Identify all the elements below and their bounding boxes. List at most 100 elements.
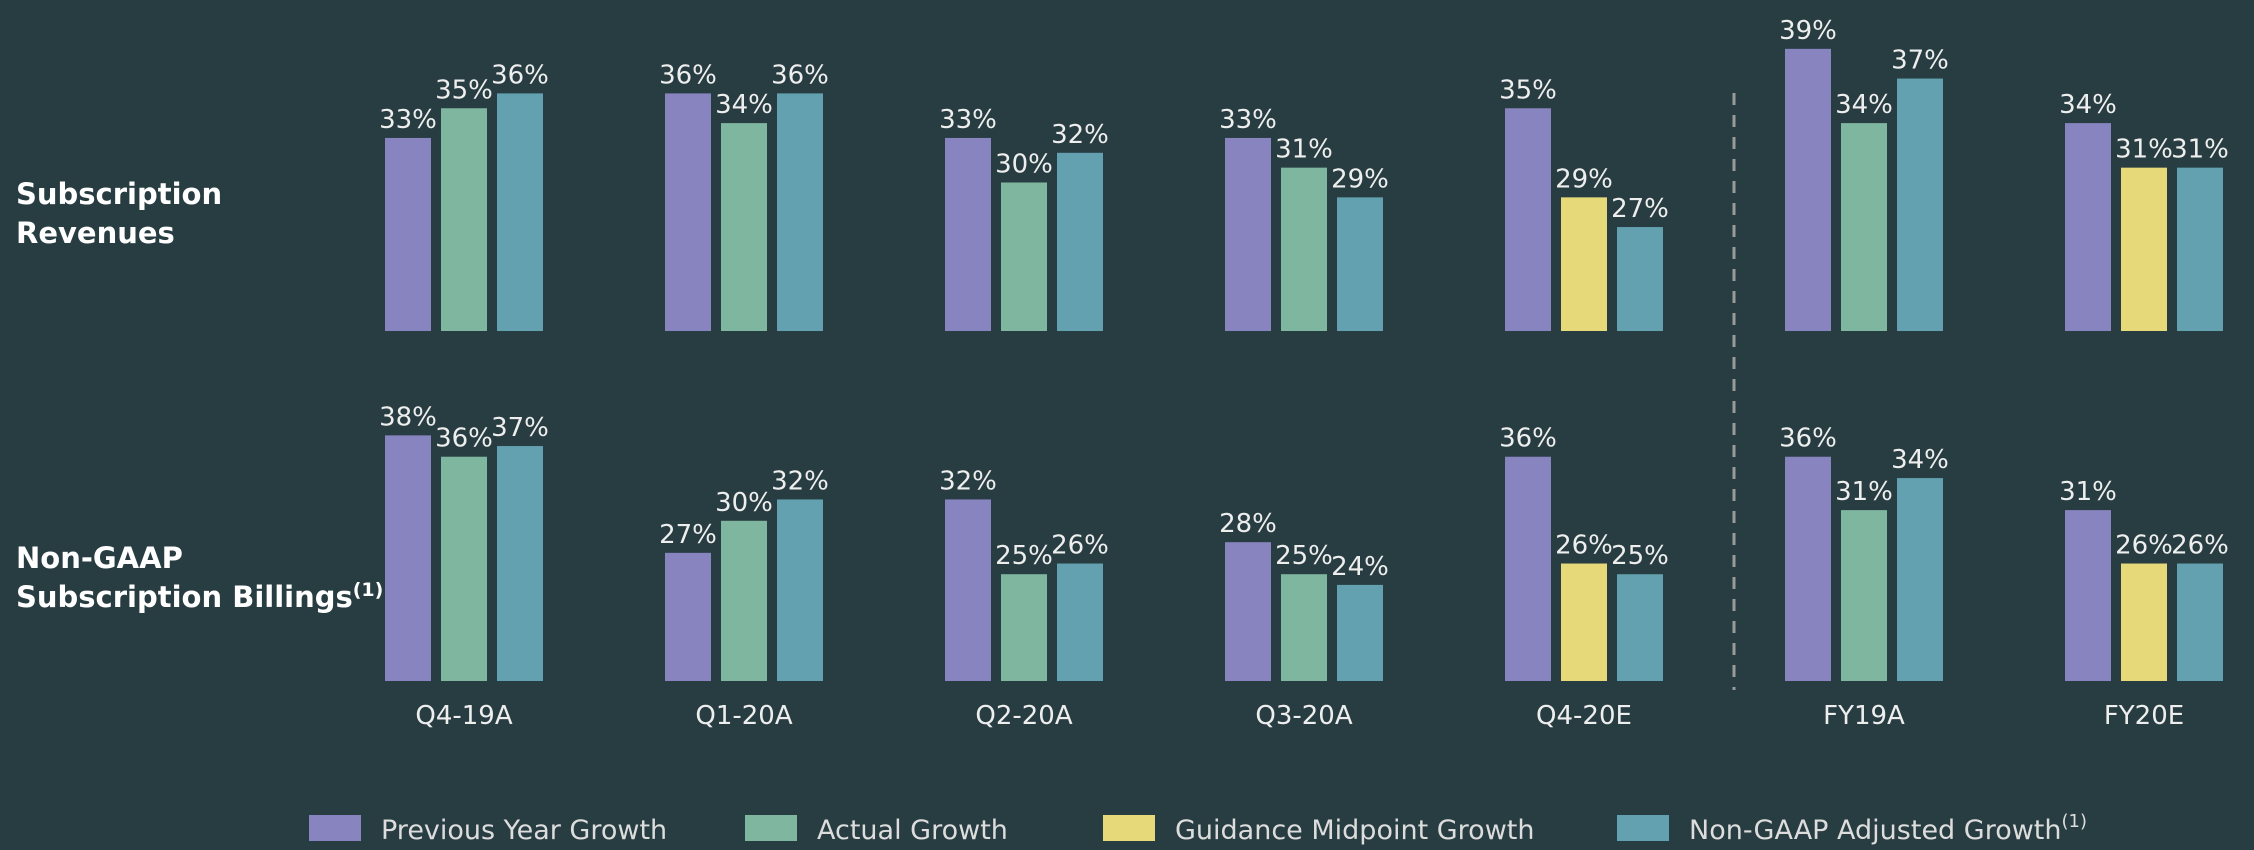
bar [777, 499, 823, 681]
value-label: 25% [1611, 541, 1669, 571]
bar [1001, 182, 1047, 331]
x-tick-label: Q2-20A [975, 701, 1072, 731]
value-label: 33% [379, 105, 437, 135]
bar [1617, 227, 1663, 331]
value-label: 36% [659, 60, 717, 90]
legend-label: Guidance Midpoint Growth [1175, 815, 1534, 846]
bar [2121, 167, 2167, 331]
x-tick-label: Q1-20A [695, 701, 792, 731]
bar [1897, 478, 1943, 681]
bar [1281, 574, 1327, 681]
bar [1617, 574, 1663, 681]
bar [945, 499, 991, 681]
bar [2177, 167, 2223, 331]
value-label: 31% [2171, 135, 2229, 165]
x-tick-label: Q3-20A [1255, 701, 1352, 731]
title-line: Non-GAAP [16, 541, 183, 575]
value-label: 37% [1891, 46, 1949, 76]
bar [1225, 542, 1271, 681]
value-label: 34% [715, 90, 773, 120]
bar [721, 123, 767, 331]
value-label: 25% [1275, 541, 1333, 571]
value-label: 31% [1275, 135, 1333, 165]
title-footnote: (1) [353, 579, 384, 601]
bar [1505, 456, 1551, 681]
x-tick-label: Q4-19A [415, 701, 512, 731]
legend-swatch [745, 815, 797, 841]
panel-title: Subscription [16, 177, 222, 211]
bar [1505, 108, 1551, 331]
value-label: 29% [1331, 164, 1389, 194]
bar [1225, 137, 1271, 331]
bar [1897, 78, 1943, 331]
value-label: 25% [995, 541, 1053, 571]
value-label: 36% [435, 424, 493, 454]
bar [2065, 123, 2111, 331]
bar [1337, 197, 1383, 331]
legend-swatch [309, 815, 361, 841]
legend-swatch [1617, 815, 1669, 841]
legend-name: Actual Growth [817, 815, 1008, 846]
x-tick-label: Q4-20E [1536, 701, 1632, 731]
bar [1561, 563, 1607, 681]
legend-swatch [1103, 815, 1155, 841]
panel-title: Subscription Billings(1) [16, 579, 383, 614]
value-label: 26% [2171, 531, 2229, 561]
title-line: Subscription Billings [16, 580, 353, 614]
value-label: 32% [771, 466, 829, 496]
bar [1841, 123, 1887, 331]
bar [385, 137, 431, 331]
value-label: 38% [379, 402, 437, 432]
value-label: 27% [659, 520, 717, 550]
bar [777, 93, 823, 332]
value-label: 34% [1835, 90, 1893, 120]
value-label: 34% [2059, 90, 2117, 120]
value-label: 36% [1499, 424, 1557, 454]
bar [2177, 563, 2223, 681]
value-label: 26% [2115, 531, 2173, 561]
panel-title: Non-GAAP [16, 541, 183, 575]
bar [1001, 574, 1047, 681]
bar [665, 93, 711, 332]
bar [1057, 563, 1103, 681]
value-label: 28% [1219, 509, 1277, 539]
legend-name: Previous Year Growth [381, 815, 667, 846]
value-label: 32% [939, 466, 997, 496]
value-label: 35% [1499, 75, 1557, 105]
bar [2065, 510, 2111, 681]
legend-label: Non-GAAP Adjusted Growth(1) [1689, 811, 2087, 846]
value-label: 30% [715, 488, 773, 518]
bar [2121, 563, 2167, 681]
bar [1785, 48, 1831, 331]
legend-footnote: (1) [2062, 811, 2088, 832]
bar [1281, 167, 1327, 331]
legend-name: Non-GAAP Adjusted Growth [1689, 815, 2062, 846]
bar [1337, 584, 1383, 681]
x-tick-label: FY20E [2104, 701, 2184, 731]
bar [385, 435, 431, 681]
x-tick-label: FY19A [1823, 701, 1905, 731]
value-label: 34% [1891, 445, 1949, 475]
bar [497, 446, 543, 681]
title-line: Subscription [16, 177, 222, 211]
value-label: 24% [1331, 552, 1389, 582]
value-label: 31% [2115, 135, 2173, 165]
value-label: 33% [1219, 105, 1277, 135]
legend-label: Previous Year Growth [381, 815, 667, 846]
value-label: 39% [1779, 16, 1837, 46]
panel-title: Revenues [16, 216, 175, 250]
value-label: 37% [491, 413, 549, 443]
legend-label: Actual Growth [817, 815, 1008, 846]
value-label: 27% [1611, 194, 1669, 224]
value-label: 31% [2059, 477, 2117, 507]
value-label: 35% [435, 75, 493, 105]
bar [441, 456, 487, 681]
value-label: 29% [1555, 164, 1613, 194]
bar [1057, 152, 1103, 331]
bar [1785, 456, 1831, 681]
value-label: 32% [1051, 120, 1109, 150]
title-line: Revenues [16, 216, 175, 250]
value-label: 36% [491, 60, 549, 90]
bar [1841, 510, 1887, 681]
